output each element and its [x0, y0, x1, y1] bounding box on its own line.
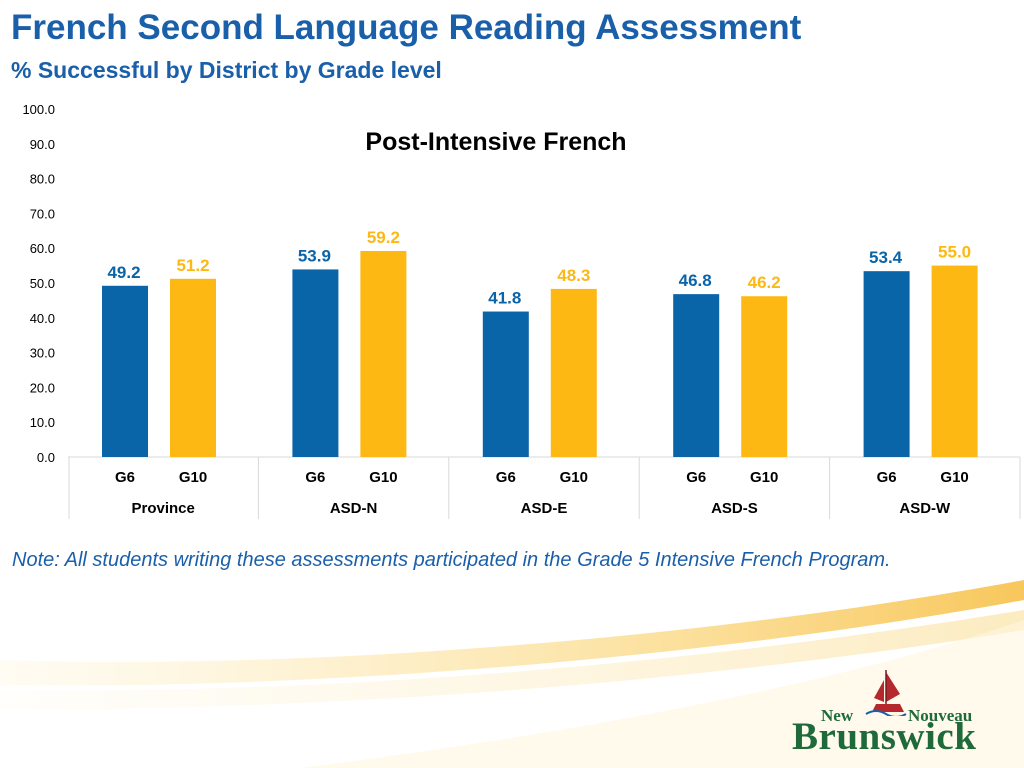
x-subcategory-label: G6 [496, 469, 516, 486]
logo-text-brunswick: Brunswick [792, 715, 977, 758]
bar-chart: Post-Intensive French 0.0 10.0 20.0 30.0 40.0… [22, 102, 1021, 519]
slide-subtitle: % Successful by District by Grade level [11, 57, 442, 83]
data-label: 46.2 [748, 273, 781, 292]
logo-text-nouveau: Nouveau [908, 706, 973, 725]
data-label: 46.8 [679, 271, 712, 290]
bar-g6-province [102, 285, 148, 457]
bar-g6-asd-e [482, 311, 529, 457]
bar-g10-asd-e [550, 288, 597, 457]
y-tick-label: 70.0 [30, 206, 55, 221]
bar-g6-asd-s [673, 294, 720, 457]
slide-title: French Second Language Reading Assessmen… [11, 8, 802, 47]
ship-emblem-icon [865, 670, 907, 716]
logo-text-new: New [821, 706, 854, 725]
x-subcategory-label: G10 [369, 469, 397, 486]
x-subcategory-label: G6 [115, 469, 135, 486]
x-subcategory-label: G6 [305, 469, 325, 486]
data-label: 53.4 [869, 248, 903, 267]
y-tick-label: 30.0 [30, 346, 55, 361]
y-tick-label: 10.0 [30, 415, 55, 430]
data-label: 48.3 [557, 266, 590, 285]
data-label: 59.2 [367, 228, 400, 247]
bar-g10-province [170, 278, 216, 457]
y-tick-label: 50.0 [30, 276, 55, 291]
y-tick-label: 100.0 [22, 102, 55, 117]
x-subcategory-label: G10 [560, 469, 588, 486]
x-group-label: ASD-N [330, 500, 378, 517]
chart-title: Post-Intensive French [365, 128, 626, 156]
x-subcategory-label: G6 [686, 469, 706, 486]
y-tick-label: 0.0 [37, 450, 55, 465]
bar-g6-asd-w [863, 271, 910, 457]
decorative-swoosh [0, 580, 1024, 768]
footnote: Note: All students writing these assessm… [12, 549, 891, 571]
bar-g10-asd-n [360, 250, 407, 457]
y-tick-label: 60.0 [30, 241, 55, 256]
x-subcategory-label: G10 [179, 469, 207, 486]
x-subcategory-label: G6 [877, 469, 897, 486]
data-label: 53.9 [298, 246, 331, 265]
data-label: 41.8 [488, 289, 521, 308]
y-tick-label: 80.0 [30, 172, 55, 187]
data-label: 55.0 [938, 243, 971, 262]
y-tick-label: 90.0 [30, 137, 55, 152]
x-group-label: Province [132, 500, 195, 517]
new-brunswick-logo: New Nouveau Brunswick [790, 668, 1010, 758]
data-label: 51.2 [176, 256, 209, 275]
y-tick-label: 40.0 [30, 311, 55, 326]
x-group-label: ASD-W [899, 500, 951, 517]
bar-g10-asd-w [931, 265, 978, 457]
x-subcategory-label: G10 [750, 469, 778, 486]
bar-g10-asd-s [741, 296, 788, 457]
bar-g6-asd-n [292, 269, 339, 457]
x-group-label: ASD-E [521, 500, 568, 517]
x-group-label: ASD-S [711, 500, 758, 517]
y-tick-label: 20.0 [30, 380, 55, 395]
x-subcategory-label: G10 [940, 469, 968, 486]
data-label: 49.2 [107, 263, 140, 282]
